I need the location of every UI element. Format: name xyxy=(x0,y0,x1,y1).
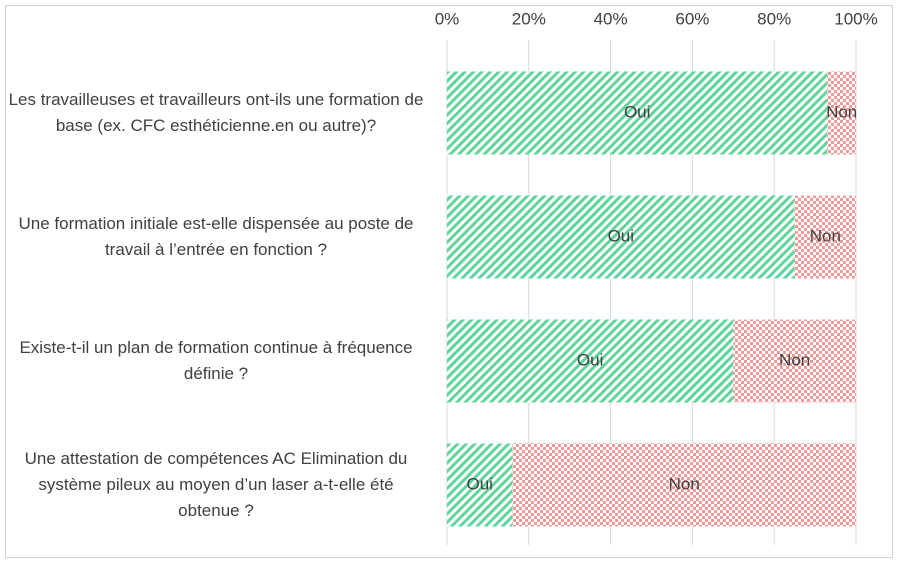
bar-segment xyxy=(827,71,856,155)
x-tick-label: 40% xyxy=(594,9,628,28)
category-label: Les travailleuses et travailleurs ont-il… xyxy=(8,90,424,135)
category-label: Une formation initiale est-elle dispensé… xyxy=(18,214,414,259)
x-tick-label: 80% xyxy=(757,9,791,28)
bar-segment xyxy=(447,319,734,403)
bar-segment xyxy=(512,443,856,527)
data-label: Oui xyxy=(577,350,603,369)
data-label: Oui xyxy=(608,226,634,245)
category-label: Une attestation de compétences AC Elimin… xyxy=(24,449,408,520)
x-tick-label: 20% xyxy=(512,9,546,28)
bar-segment xyxy=(447,443,513,527)
data-label: Non xyxy=(810,226,841,245)
x-tick-label: 100% xyxy=(834,9,877,28)
x-tick-label: 60% xyxy=(675,9,709,28)
data-label: Oui xyxy=(624,102,650,121)
chart-border xyxy=(5,5,893,558)
bar-segment xyxy=(733,319,856,403)
bar-segment xyxy=(794,195,856,279)
bar-segment xyxy=(447,195,795,279)
x-tick-label: 0% xyxy=(435,9,460,28)
bar-segment xyxy=(447,71,828,155)
data-label: Non xyxy=(826,102,857,121)
category-label: Existe-t-il un plan de formation continu… xyxy=(19,338,413,383)
data-label: Non xyxy=(779,350,810,369)
data-label: Oui xyxy=(466,474,492,493)
data-label: Non xyxy=(669,474,700,493)
